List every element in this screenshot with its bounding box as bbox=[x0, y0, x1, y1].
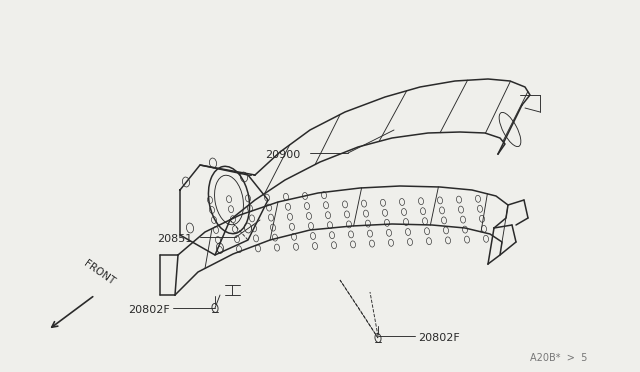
Text: FRONT: FRONT bbox=[82, 259, 116, 287]
Text: 20802F: 20802F bbox=[128, 305, 170, 315]
Text: 20851: 20851 bbox=[157, 234, 192, 244]
Text: 20802F: 20802F bbox=[418, 333, 460, 343]
Text: 20900: 20900 bbox=[265, 150, 300, 160]
Text: A20B*  >  5: A20B* > 5 bbox=[530, 353, 588, 363]
